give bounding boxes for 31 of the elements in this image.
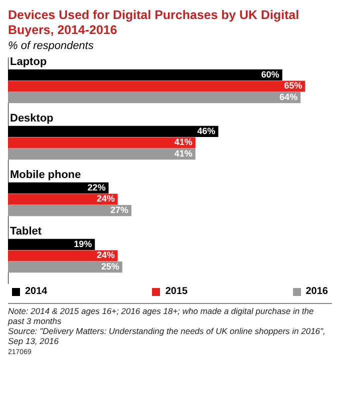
y-tick-label: Mobile phone (10, 168, 81, 181)
data-label: 25% (101, 262, 120, 272)
data-label: 64% (280, 92, 298, 102)
legend-label: 2014 (24, 286, 48, 297)
data-label: 41% (174, 148, 192, 159)
bar (8, 250, 118, 262)
legend-label: 2015 (164, 286, 188, 297)
y-tick-label: Tablet (10, 225, 42, 238)
y-tick-label: Laptop (10, 56, 47, 68)
data-label: 19% (74, 238, 92, 249)
bar (8, 80, 306, 92)
source-note: Source: "Delivery Matters: Understanding the needs of UK online shoppers in 2016", Sep 13, 2016 (8, 326, 326, 346)
chart-subtitle: % of respondents (8, 40, 95, 52)
data-label: 24% (96, 250, 115, 260)
data-label: 65% (284, 80, 302, 91)
legend-label: 2016 (304, 286, 328, 297)
y-tick-label: Desktop (10, 112, 54, 124)
bar (8, 194, 118, 205)
text: Note: 2014 & 2015 ages 16+; 2016 ages 18+; who made a digital purchase in the past 3 months (8, 306, 315, 326)
bar (8, 262, 122, 273)
bar (8, 137, 196, 148)
data-label: 27% (110, 205, 128, 216)
data-label: 22% (88, 182, 106, 192)
data-label: 60% (261, 69, 280, 80)
bar (8, 205, 132, 216)
data-label: 41% (174, 137, 192, 148)
bar (8, 148, 196, 160)
chart-title: Devices Used for Digital Purchases by UK Digital Buyers, 2014-2016 (8, 8, 300, 38)
data-label: 24% (96, 194, 115, 204)
bar (8, 92, 301, 104)
data-label: 46% (197, 126, 216, 136)
